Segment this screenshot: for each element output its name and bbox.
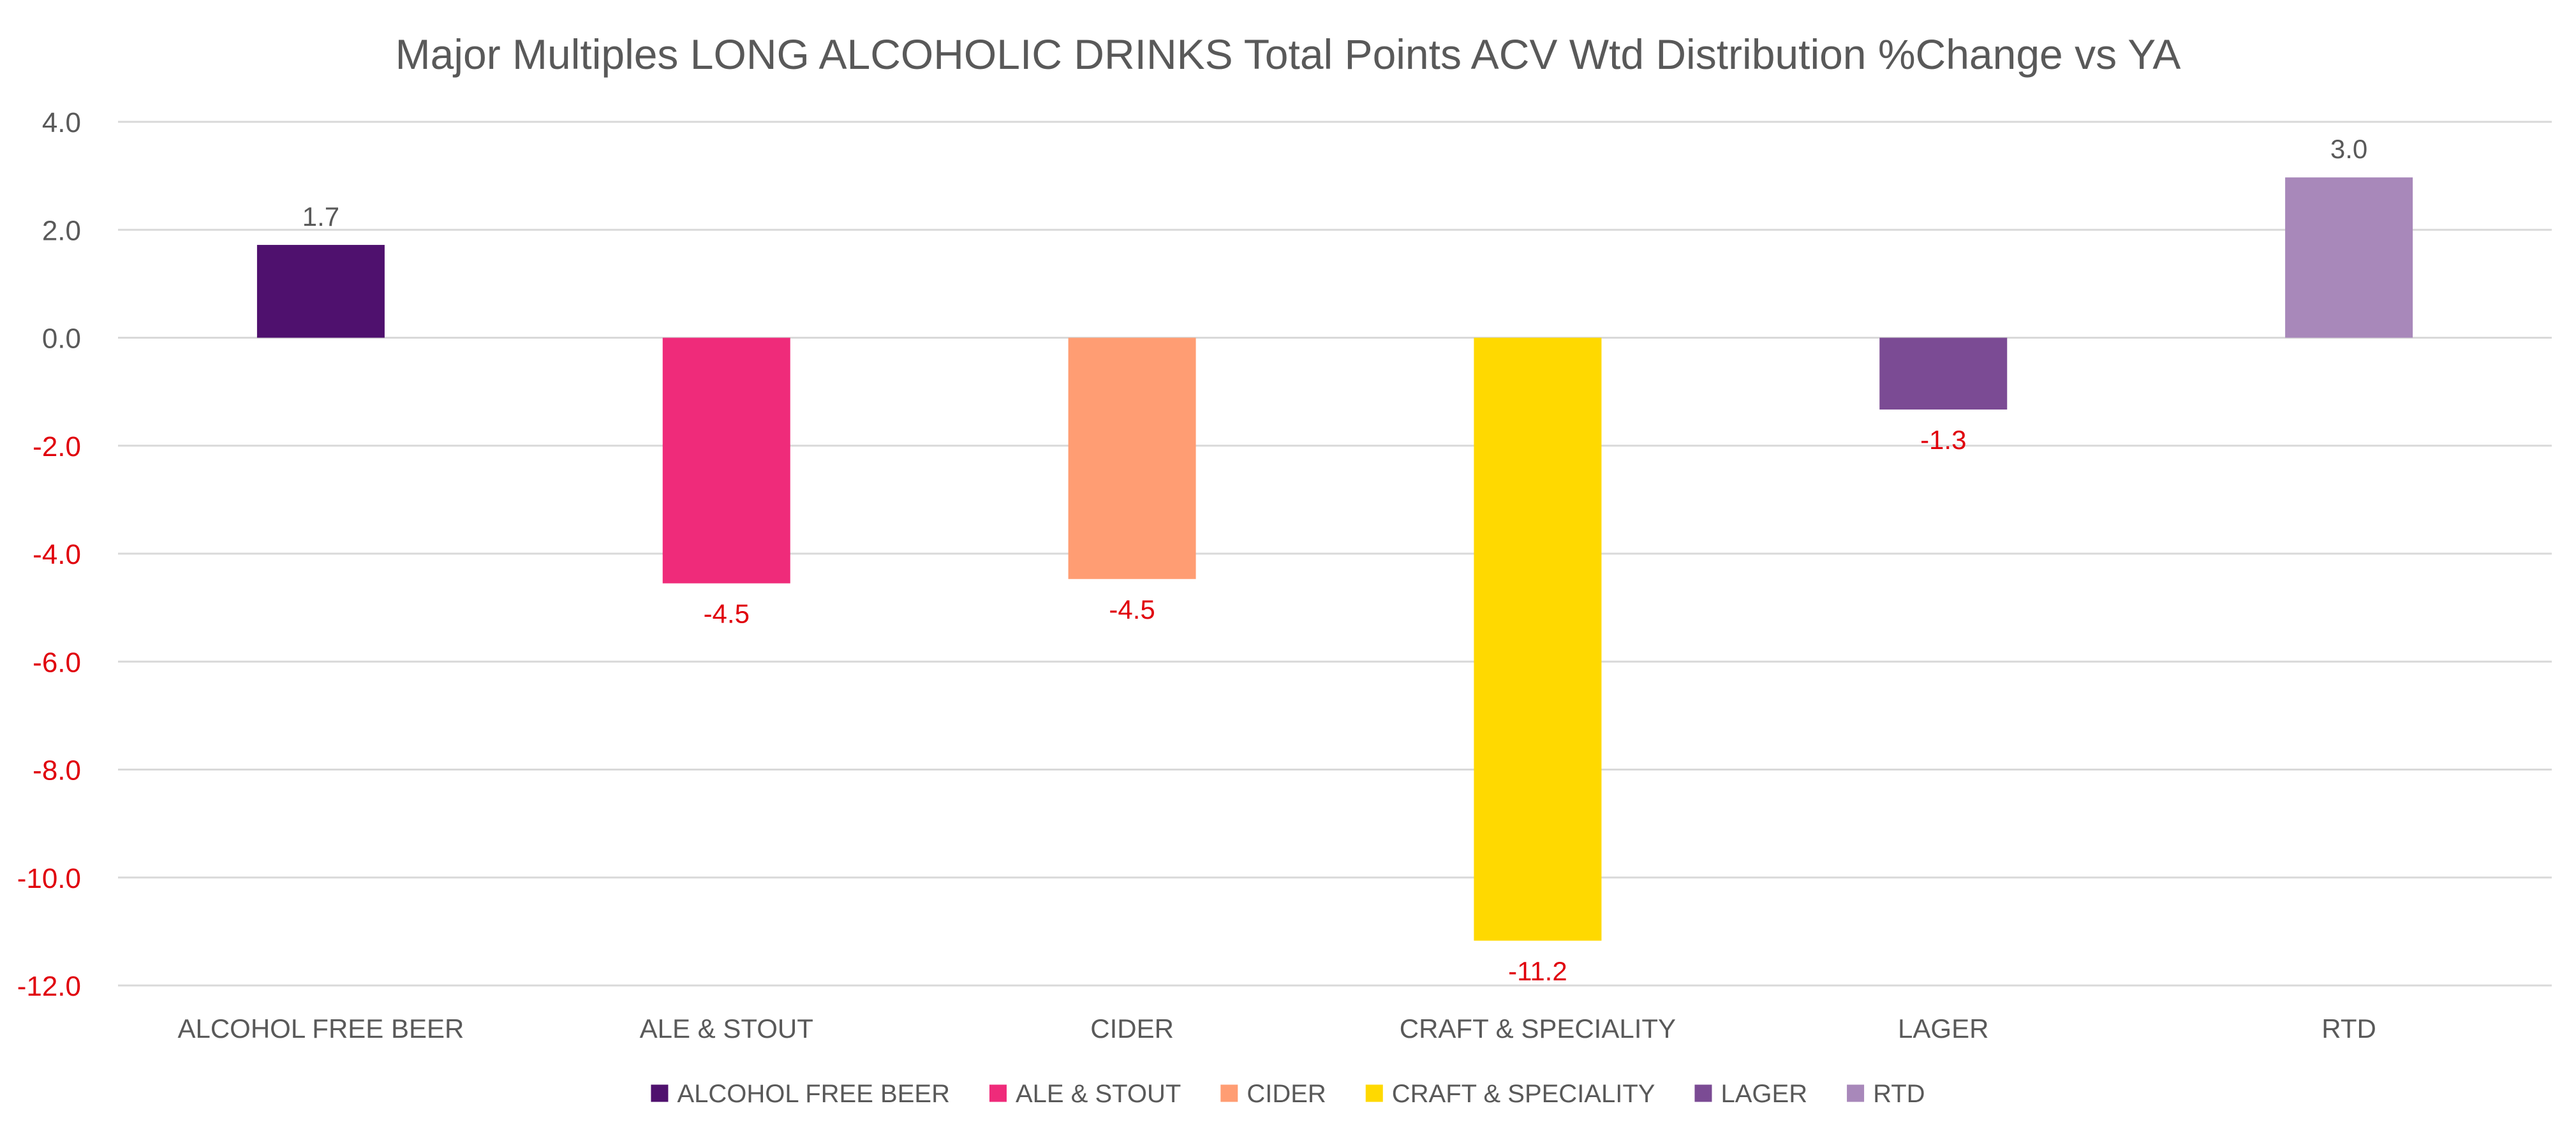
gridlines <box>118 121 2552 987</box>
bars <box>256 177 2413 941</box>
legend-swatch <box>1220 1084 1238 1102</box>
y-tick-label: -6.0 <box>33 647 81 678</box>
chart-title: Major Multiples LONG ALCOHOLIC DRINKS To… <box>396 31 2181 78</box>
y-tick-label: -2.0 <box>33 431 81 462</box>
legend-label: RTD <box>1873 1080 1925 1108</box>
legend-label: CRAFT & SPECIALITY <box>1392 1080 1655 1108</box>
legend-item: CRAFT & SPECIALITY <box>1365 1080 1655 1108</box>
bar <box>256 244 385 338</box>
bar <box>1879 337 2008 410</box>
legend-label: ALE & STOUT <box>1016 1080 1181 1108</box>
data-label: 1.7 <box>302 202 339 232</box>
y-tick-label: 2.0 <box>42 215 81 246</box>
legend-swatch <box>651 1084 669 1102</box>
x-tick-label: CIDER <box>1090 1014 1174 1044</box>
legend-swatch <box>1694 1084 1712 1102</box>
data-label: -4.5 <box>704 599 750 629</box>
bar <box>662 337 790 584</box>
legend-swatch <box>1365 1084 1383 1102</box>
x-tick-label: LAGER <box>1898 1014 1988 1044</box>
x-axis-tick-labels: ALCOHOL FREE BEER ALE & STOUT CIDER CRAFT &… <box>177 1014 2376 1044</box>
y-tick-label: -4.0 <box>33 539 81 570</box>
data-labels: 1.7 -4.5 -4.5 -11.2 -1.3 3.0 <box>302 134 2368 986</box>
legend-item: ALCOHOL FREE BEER <box>651 1080 950 1108</box>
legend-label: CIDER <box>1247 1080 1326 1108</box>
data-label: -11.2 <box>1508 956 1567 986</box>
x-tick-label: CRAFT & SPECIALITY <box>1400 1014 1676 1044</box>
legend-item: CIDER <box>1220 1080 1326 1108</box>
data-label: -4.5 <box>1109 594 1155 624</box>
y-axis-tick-labels: 4.0 2.0 0.0 -2.0 -4.0 -6.0 -8.0 -10.0 -12.0 <box>17 107 81 1002</box>
legend-swatch <box>1847 1084 1865 1102</box>
legend-label: ALCOHOL FREE BEER <box>677 1080 950 1108</box>
x-tick-label: ALE & STOUT <box>640 1014 813 1044</box>
legend-item: ALE & STOUT <box>989 1080 1181 1108</box>
legend-swatch <box>989 1084 1007 1102</box>
y-tick-label: 0.0 <box>42 323 81 355</box>
x-tick-label: RTD <box>2321 1014 2376 1044</box>
y-tick-label: -10.0 <box>17 863 81 894</box>
legend-item: RTD <box>1847 1080 1925 1108</box>
y-tick-label: -12.0 <box>17 971 81 1002</box>
data-label: -1.3 <box>1920 425 1966 455</box>
bar <box>2285 177 2413 338</box>
y-tick-label: 4.0 <box>42 107 81 138</box>
legend-label: LAGER <box>1721 1080 1807 1108</box>
bar <box>1068 337 1196 579</box>
legend: ALCOHOL FREE BEER ALE & STOUT CIDER CRAFT &… <box>651 1080 1925 1108</box>
bar <box>1474 337 1602 941</box>
data-label: 3.0 <box>2330 134 2367 164</box>
x-tick-label: ALCOHOL FREE BEER <box>177 1014 464 1044</box>
y-tick-label: -8.0 <box>33 755 81 786</box>
legend-item: LAGER <box>1694 1080 1807 1108</box>
